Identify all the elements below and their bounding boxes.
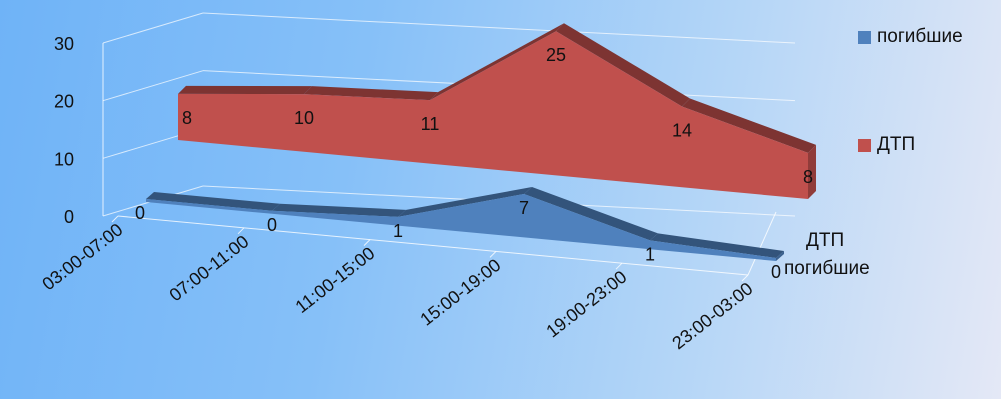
x-tick-label-11-00-15-00: 11:00-15:00 [291,243,378,317]
legend-label-deaths: погибшие [877,26,963,47]
x-tick-0 [111,215,119,223]
series-deaths-top-4 [650,233,784,258]
x-tick-label-19-00-23-00: 19:00-23:00 [542,267,630,342]
y-tick-label-30: 30 [54,34,74,54]
axes [102,43,777,282]
series-deaths-top-2 [398,187,532,217]
series-deaths-face [146,194,776,261]
x-axis-line [117,215,749,276]
series-accidents-top-0 [178,85,312,95]
y-tick-label-10: 10 [54,149,74,169]
x-tick-label-15-00-19-00: 15:00-19:00 [416,255,504,330]
legend-swatch-deaths [858,30,871,44]
data-label-deaths-0: 0 [135,203,145,223]
series-accidents-top-2 [430,23,564,101]
x-tick-label-07-00-11-00: 07:00-11:00 [165,231,252,305]
legend-label-accidents: ДТП [877,134,916,155]
series-accidents-top-3 [556,23,690,107]
data-label-accidents-1: 10 [294,108,314,128]
data-label-accidents-5: 8 [803,167,813,187]
series-accidents-cap [808,144,816,199]
gridline-side-20 [102,70,204,102]
data-label-accidents-3: 25 [546,45,566,65]
legend-item-deaths: погибшие [858,26,963,48]
data-label-deaths-1: 0 [267,215,277,235]
series-accidents-top-4 [682,98,816,153]
series-deaths-cap [776,251,784,261]
depth-label-deaths: погибшие [784,258,870,279]
depth-axis-line [747,211,777,276]
gridline-back-30 [202,12,796,44]
x-tick-1 [237,227,245,235]
data-label-accidents-4: 14 [672,120,692,140]
gridline-side-30 [102,12,204,44]
x-tick-5 [741,274,749,282]
series-accidents-top-1 [304,86,438,101]
x-tick-3 [489,251,497,258]
data-label-accidents-0: 8 [182,108,192,128]
legend-swatch-accidents [858,138,871,152]
series-deaths-top-1 [272,203,406,217]
x-tick-label-23-00-03-00: 23:00-03:00 [668,278,756,353]
legend: погибшие ДТП [858,22,998,155]
y-tick-label-20: 20 [54,92,74,112]
series-accidents-face [178,31,808,199]
series-deaths-top-0 [146,192,280,211]
data-label-deaths-4: 1 [645,244,655,264]
series-areas [146,23,816,261]
legend-item-accidents: ДТП [858,134,915,156]
depth-label-accidents: ДТП [806,230,844,251]
y-tick-label-0: 0 [64,207,74,227]
x-tick-label-03-00-07-00: 03:00-07:00 [38,219,126,294]
data-label-deaths-2: 1 [393,221,403,241]
data-label-deaths-3: 7 [519,198,529,218]
x-tick-2 [363,239,371,246]
series-deaths-top-3 [524,187,658,241]
x-tick-4 [615,262,623,270]
data-label-deaths-5: 0 [771,262,781,282]
data-label-accidents-2: 11 [421,114,440,134]
